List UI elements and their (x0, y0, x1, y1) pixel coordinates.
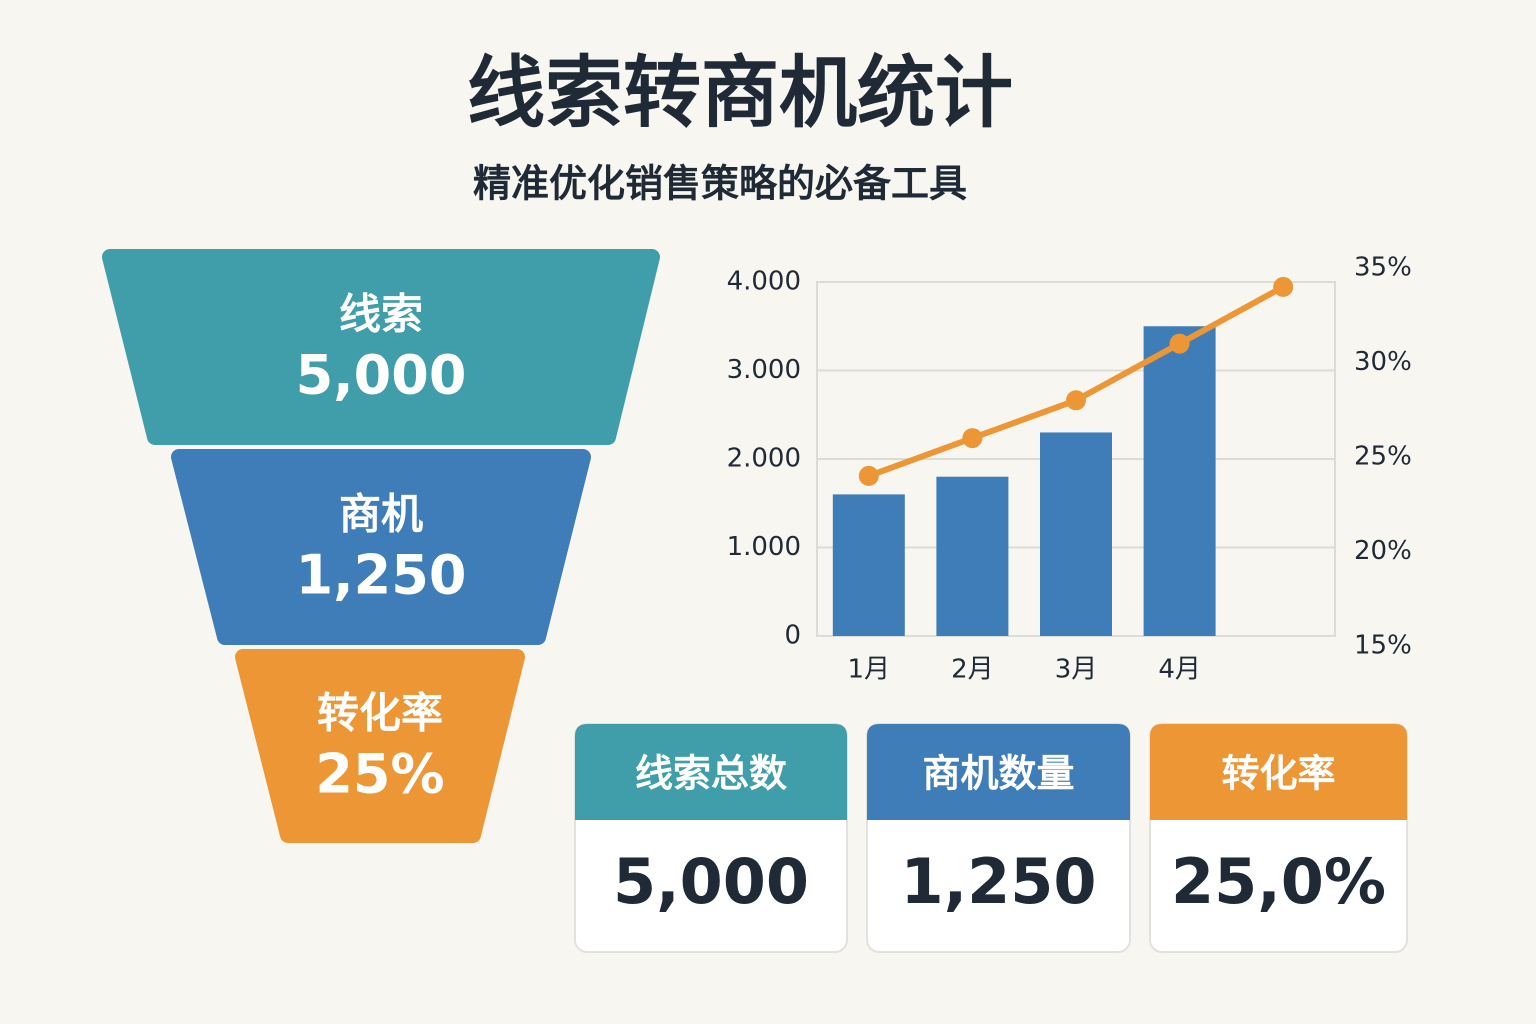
funnel-stage (102, 249, 660, 445)
funnel: 线索 5,000 商机 1,250 转化率 25% (102, 249, 660, 843)
card-value: 25,0% (1171, 845, 1386, 918)
card-header (867, 724, 1130, 820)
line-point (1066, 390, 1086, 411)
cards: 线索总数 5,000 商机数量 1,250 转化率 25,0% (574, 723, 1408, 953)
line-point (858, 465, 879, 486)
line-point (1273, 276, 1294, 297)
card-title: 商机数量 (922, 752, 1074, 796)
y2-tick-label: 30% (1354, 347, 1412, 377)
y-tick-label: 1.000 (727, 532, 801, 562)
x-tick-label: 4月 (1158, 655, 1201, 685)
bar (1040, 432, 1112, 636)
y2-tick-label: 20% (1354, 536, 1412, 566)
card-title: 线索总数 (635, 752, 787, 796)
funnel-label: 线索 (339, 290, 423, 339)
card-header (575, 724, 847, 820)
bar (832, 494, 905, 636)
x-tick-label: 3月 (1055, 655, 1098, 685)
subtitle: 精准优化销售策略的必备工具 (473, 162, 967, 206)
line-point (962, 428, 983, 449)
y2-tick-label: 15% (1354, 631, 1412, 661)
chart: 0 1.000 2.000 3.000 4.000 15% 20% 25% 30% 35% 1月 2月… (727, 253, 1412, 685)
y-tick-label: 0 (784, 621, 801, 651)
card-value: 5,000 (613, 845, 809, 918)
y-tick-label: 3.000 (727, 355, 801, 385)
funnel-value: 25% (315, 743, 444, 806)
card-title: 转化率 (1221, 752, 1335, 796)
funnel-label: 转化率 (317, 689, 443, 738)
card-value: 1,250 (900, 845, 1096, 918)
y-tick-label: 2.000 (727, 444, 801, 474)
y2-tick-label: 25% (1354, 442, 1412, 472)
y2-tick-label: 35% (1354, 253, 1412, 283)
funnel-value: 5,000 (296, 344, 467, 407)
bar (1143, 326, 1216, 636)
title: 线索转商机统计 (467, 48, 1013, 138)
y-tick-label: 4.000 (727, 267, 801, 297)
bar (936, 476, 1009, 636)
line-point (1169, 333, 1190, 354)
card-header (1150, 724, 1407, 820)
x-tick-label: 1月 (848, 655, 891, 685)
funnel-value: 1,250 (296, 544, 467, 607)
funnel-label: 商机 (339, 490, 423, 539)
funnel-stage (235, 649, 525, 843)
funnel-stage (171, 449, 591, 645)
x-tick-label: 2月 (951, 655, 994, 685)
